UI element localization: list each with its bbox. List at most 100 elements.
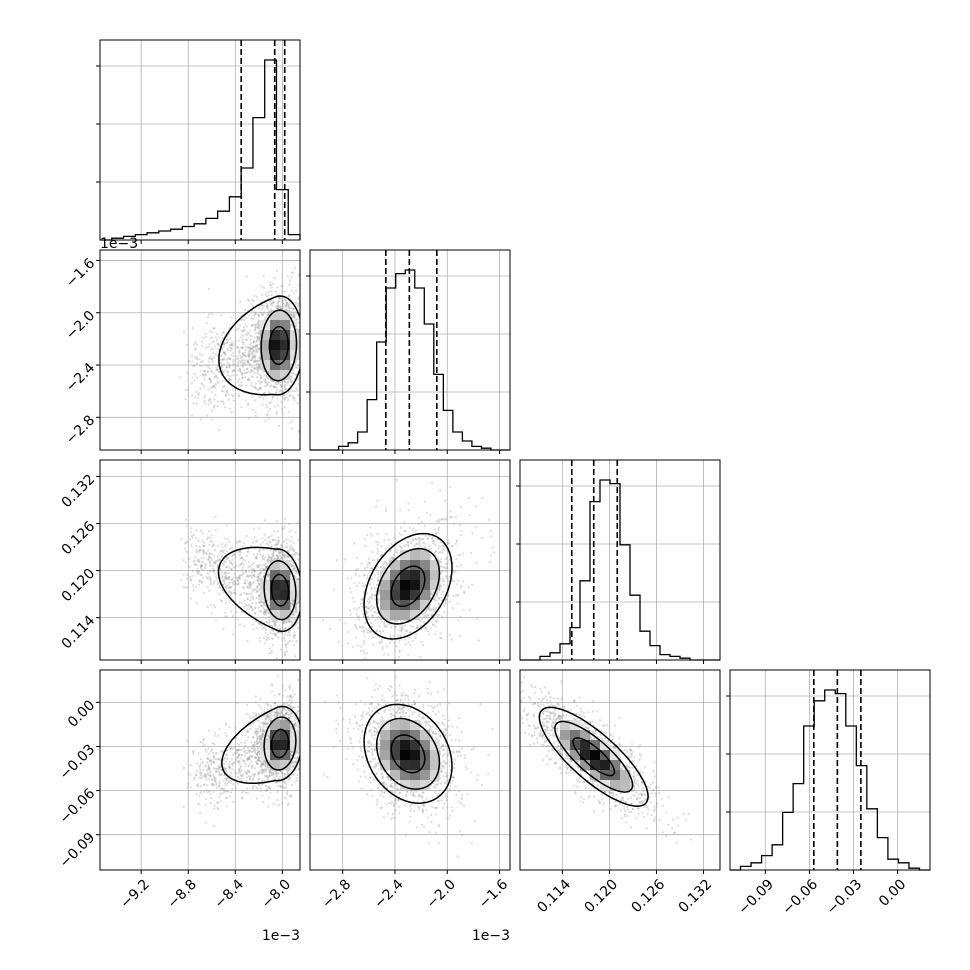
scatter-point [207, 357, 210, 360]
scatter-point [241, 347, 244, 350]
scatter-point [261, 627, 264, 630]
scatter-point [251, 569, 254, 572]
scatter-point [203, 369, 206, 373]
scatter-point [238, 623, 241, 626]
density-cell [280, 580, 291, 591]
scatter-point [255, 295, 258, 298]
scatter-point [306, 547, 308, 549]
scatter-point [261, 548, 265, 551]
scatter-point [286, 275, 289, 278]
scatter-point [224, 394, 227, 397]
scatter-point [281, 785, 285, 788]
scatter-point [268, 294, 271, 297]
scatter-point [282, 306, 285, 309]
scatter-point [223, 582, 226, 585]
scatter-points [178, 241, 304, 433]
scatter-point [221, 571, 224, 574]
scatter-point [253, 294, 256, 297]
scatter-point [205, 321, 208, 325]
scatter-point [243, 578, 246, 581]
scatter-point [304, 773, 306, 775]
scatter-point [211, 360, 214, 363]
scatter-point [257, 336, 260, 339]
scatter-point [269, 717, 272, 720]
scatter-point [285, 712, 288, 716]
scatter-point [291, 761, 294, 764]
scatter-point [301, 317, 303, 319]
scatter-point [264, 767, 267, 770]
scatter-point [260, 601, 263, 604]
scatter-point [231, 553, 234, 557]
scatter-point [251, 317, 254, 321]
scatter-point [327, 545, 329, 547]
scatter-point [256, 730, 259, 733]
scatter-point [272, 549, 275, 552]
scatter-point [262, 568, 265, 572]
scatter-point [296, 678, 299, 682]
scatter-point [229, 561, 232, 564]
scatter-point [283, 555, 286, 559]
scatter-point [256, 565, 259, 568]
scatter-point [258, 573, 261, 576]
scatter-point [224, 577, 228, 580]
scatter-point [301, 758, 303, 760]
scatter-point [233, 553, 236, 557]
scatter-point [261, 380, 264, 384]
scatter-point [197, 570, 200, 573]
scatter-point [261, 293, 264, 297]
scatter-point [238, 553, 241, 556]
scatter-point [300, 365, 302, 367]
scatter-point [244, 603, 248, 606]
scatter-point [240, 574, 243, 577]
scatter-point [281, 305, 284, 309]
scatter-point [295, 318, 298, 321]
scatter-point [303, 784, 305, 786]
scatter-point [293, 316, 296, 319]
scatter-point [292, 553, 295, 556]
scatter-point [276, 302, 279, 305]
scatter-point [301, 677, 303, 679]
scatter-point [259, 640, 262, 643]
scatter-point [271, 625, 274, 628]
scatter-point [301, 617, 303, 619]
scatter-point [266, 377, 269, 380]
scatter-point [265, 568, 268, 571]
scatter-point [282, 703, 286, 706]
scatter-point [253, 345, 256, 348]
scatter-point [266, 573, 269, 577]
scatter-point [239, 563, 242, 567]
scatter-point [211, 331, 214, 334]
scatter-point [282, 551, 285, 554]
scatter-point [274, 625, 277, 628]
scatter-point [276, 286, 279, 289]
scatter-point [237, 392, 240, 395]
scatter-point [287, 802, 290, 805]
scatter-point [279, 307, 282, 310]
scatter-point [255, 376, 259, 379]
scatter-point [204, 402, 207, 405]
scatter-point [243, 605, 246, 608]
scatter-point [283, 553, 286, 557]
scatter-point [251, 785, 254, 789]
scatter-point [252, 561, 255, 565]
scatter-point [254, 695, 257, 698]
scatter-point [302, 241, 304, 243]
scatter-point [258, 548, 261, 551]
scatter-point [291, 390, 294, 393]
scatter-point [222, 627, 225, 631]
density-cell [280, 610, 291, 621]
scatter-point [260, 738, 263, 741]
scatter-point [213, 376, 216, 379]
contour-level-0 [268, 325, 289, 365]
scatter-point [268, 773, 271, 776]
scatter-point [272, 301, 275, 304]
scatter-point [212, 406, 215, 409]
scatter-point [204, 563, 207, 566]
scatter-point [274, 714, 277, 717]
scatter-point [214, 561, 217, 565]
scatter-point [293, 761, 296, 764]
scatter-point [248, 755, 251, 758]
scatter-point [249, 347, 252, 350]
scatter-point [254, 701, 257, 704]
scatter-point [273, 385, 276, 388]
